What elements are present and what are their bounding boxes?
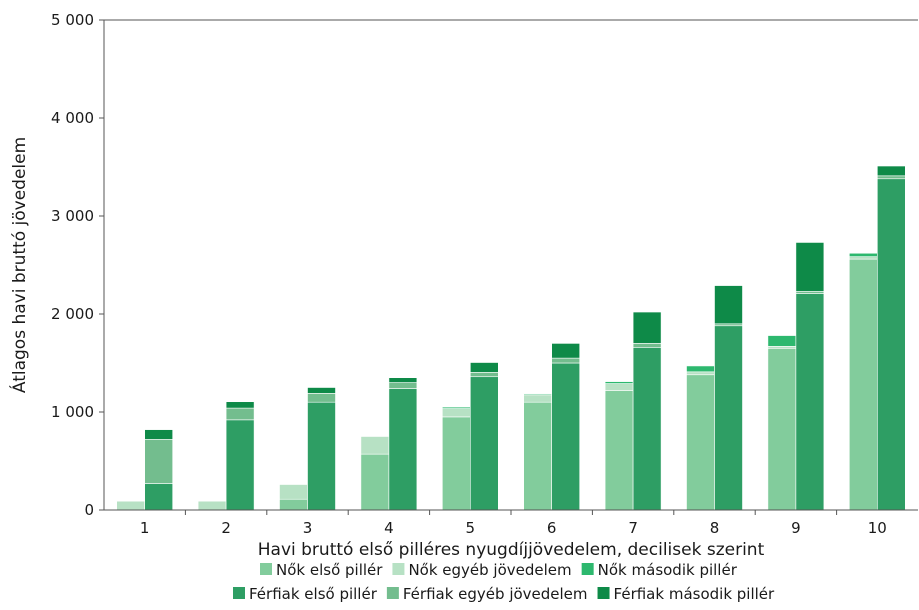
bar-segment — [388, 377, 418, 383]
bar-segment — [604, 381, 634, 384]
legend-label: Férfiak első pillér — [249, 585, 378, 603]
bar-segment — [307, 387, 336, 394]
bar-segment — [848, 256, 878, 260]
legend-label: Nők első pillér — [276, 561, 383, 579]
bar-segment — [686, 371, 715, 376]
x-tick-label: 8 — [710, 519, 720, 537]
bar-segment — [686, 365, 715, 373]
x-tick-label: 9 — [791, 519, 801, 537]
y-tick-label: 0 — [84, 501, 94, 519]
bar-segment — [307, 393, 336, 403]
bar-segment — [551, 343, 581, 359]
bar-segment — [632, 311, 662, 344]
bar-segment — [307, 401, 336, 511]
legend: Nők első pillér Nők egyéb jövedelem Nők má… — [233, 561, 775, 603]
legend-swatch — [233, 587, 245, 599]
bar-segment — [551, 357, 581, 364]
y-tick-label: 5 000 — [51, 11, 94, 29]
bar-segment — [469, 372, 499, 378]
x-tick-label: 1 — [140, 519, 150, 537]
bar-segment — [279, 484, 308, 500]
bar-segment — [523, 394, 553, 403]
bar-segment — [225, 401, 255, 409]
bar-segment — [441, 408, 471, 418]
bar-segment — [876, 178, 906, 511]
bar-segment — [551, 362, 581, 511]
bar-segment — [604, 383, 634, 391]
bar-segment — [767, 347, 797, 511]
bars-layer — [116, 165, 906, 511]
bar-segment — [360, 453, 390, 511]
x-ticks: 1 2 3 4 5 6 7 8 9 10 — [140, 510, 887, 537]
bar-segment — [523, 401, 553, 511]
y-tick-label: 4 000 — [51, 109, 94, 127]
bar-segment — [225, 407, 255, 421]
y-tick-label: 1 000 — [51, 403, 94, 421]
legend-label: Férfiak második pillér — [614, 585, 775, 603]
bar-segment — [388, 382, 418, 389]
legend-swatch — [260, 563, 272, 575]
bar-segment — [116, 500, 145, 511]
bar-segment — [714, 325, 743, 511]
x-tick-label: 6 — [547, 519, 557, 537]
bar-segment — [523, 393, 553, 396]
legend-swatch — [597, 587, 610, 599]
legend-label: Nők második pillér — [598, 561, 738, 579]
bar-segment — [714, 285, 743, 325]
bar-segment — [388, 388, 418, 511]
bar-segment — [795, 242, 825, 292]
bar-segment — [144, 483, 173, 511]
x-tick-label: 4 — [384, 519, 394, 537]
bar-segment — [876, 175, 906, 180]
legend-swatch — [386, 587, 399, 599]
x-tick-label: 3 — [303, 519, 313, 537]
y-tick-label: 3 000 — [51, 207, 94, 225]
y-tick-label: 2 000 — [51, 305, 94, 323]
y-axis-title: Átlagos havi bruttó jövedelem — [8, 137, 30, 393]
bar-segment — [686, 374, 715, 511]
x-axis-title: Havi bruttó első pilléres nyugdíjjövedel… — [258, 540, 765, 560]
bar-segment — [469, 362, 499, 373]
x-tick-label: 10 — [868, 519, 887, 537]
bar-segment — [360, 436, 390, 455]
y-ticks: 0 1 000 2 000 3 000 4 000 5 000 — [51, 11, 104, 519]
legend-swatch — [392, 563, 405, 575]
x-tick-label: 2 — [221, 519, 231, 537]
bar-segment — [279, 498, 308, 511]
bar-segment — [469, 376, 499, 511]
legend-swatch — [581, 563, 594, 575]
bar-segment — [441, 406, 471, 409]
legend-label: Nők egyéb jövedelem — [408, 561, 571, 579]
bar-segment — [795, 293, 825, 511]
x-tick-label: 5 — [466, 519, 476, 537]
bar-segment — [441, 416, 471, 511]
legend-label: Férfiak egyéb jövedelem — [403, 585, 588, 603]
bar-segment — [225, 419, 255, 511]
bar-segment — [632, 343, 662, 348]
bar-segment — [144, 439, 173, 484]
bar-segment — [848, 252, 878, 257]
bar-segment — [144, 429, 173, 440]
bar-segment — [848, 258, 878, 511]
bar-segment — [197, 500, 227, 511]
bar-segment — [632, 347, 662, 511]
bar-segment — [604, 390, 634, 511]
x-tick-label: 7 — [628, 519, 638, 537]
bar-segment — [767, 335, 797, 347]
bar-segment — [876, 165, 906, 177]
